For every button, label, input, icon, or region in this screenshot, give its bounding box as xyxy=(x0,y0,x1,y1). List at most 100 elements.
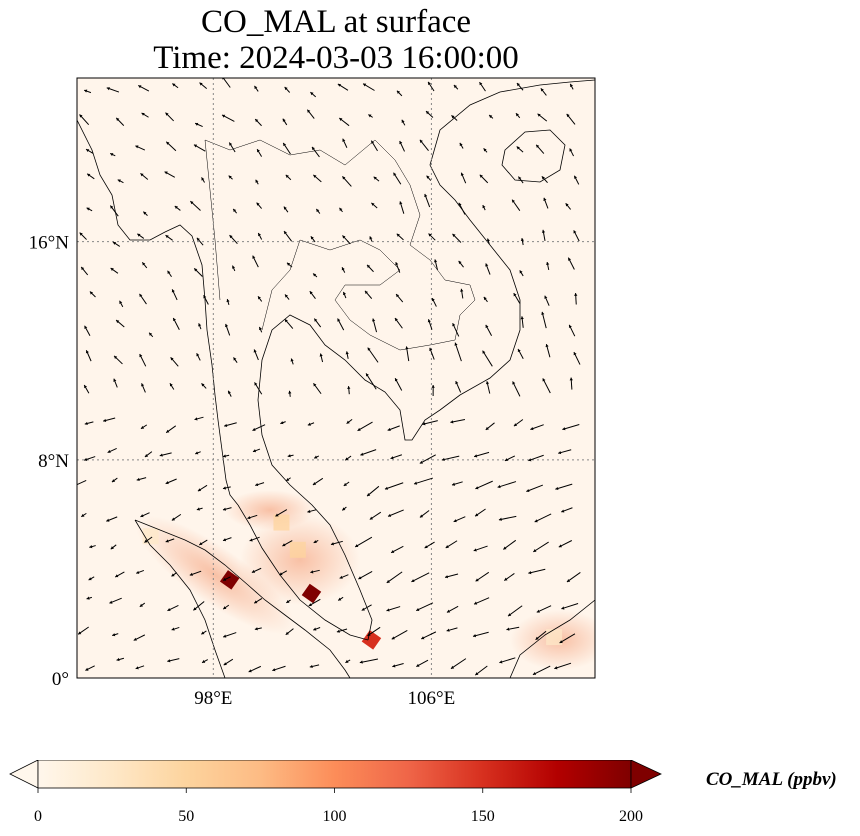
wind-arrow xyxy=(89,291,96,298)
wind-arrow xyxy=(193,268,203,277)
co-concentration-field xyxy=(135,490,595,670)
wind-arrow xyxy=(190,200,201,211)
wind-arrow xyxy=(222,537,232,542)
wind-arrow xyxy=(313,318,322,328)
wind-arrow xyxy=(444,573,459,579)
wind-arrow xyxy=(537,113,548,122)
wind-arrow xyxy=(136,569,145,574)
wind-arrow xyxy=(370,140,378,152)
wind-arrow xyxy=(232,265,236,272)
wind-arrow xyxy=(458,260,464,268)
wind-arrow xyxy=(133,634,146,641)
wind-arrow xyxy=(526,484,544,493)
wind-arrow xyxy=(429,347,435,360)
wind-arrow xyxy=(310,236,316,243)
wind-arrow xyxy=(222,454,230,458)
wind-arrow xyxy=(139,602,146,608)
wind-arrow xyxy=(336,628,348,633)
wind-arrow xyxy=(558,540,573,548)
wind-arrow xyxy=(112,241,121,247)
wind-arrow xyxy=(279,570,288,576)
wind-arrow xyxy=(362,83,375,91)
wind-arrow xyxy=(222,507,232,511)
wind-arrow xyxy=(282,540,293,547)
wind-arrow xyxy=(85,350,92,362)
wind-arrow xyxy=(253,349,259,361)
wind-arrow xyxy=(290,358,294,365)
wind-arrow xyxy=(419,454,436,464)
wind-arrow xyxy=(342,138,348,148)
wind-arrow xyxy=(196,353,201,361)
wind-arrow xyxy=(86,596,93,600)
wind-arrow xyxy=(254,85,259,92)
wind-arrow xyxy=(309,290,316,299)
wind-arrow xyxy=(106,87,120,93)
wind-arrow xyxy=(201,659,209,664)
wind-arrow xyxy=(453,516,466,523)
wind-arrow xyxy=(452,322,460,337)
hotspot xyxy=(219,570,240,590)
wind-arrow xyxy=(371,202,378,209)
wind-arrow xyxy=(172,317,180,331)
wind-arrow xyxy=(165,234,173,241)
wind-arrow xyxy=(573,175,580,185)
wind-arrow xyxy=(573,351,581,365)
wind-arrow xyxy=(441,455,460,462)
wind-arrow xyxy=(390,545,404,554)
wind-arrow xyxy=(458,202,466,215)
wind-arrow xyxy=(541,311,547,329)
wind-arrow xyxy=(558,449,572,455)
wind-arrow xyxy=(106,516,118,522)
map-title-line-2: Time: 2024-03-03 16:00:00 xyxy=(153,40,519,76)
wind-arrow xyxy=(247,514,258,520)
wind-arrow xyxy=(221,114,235,122)
wind-arrow xyxy=(232,208,238,214)
wind-arrow xyxy=(519,270,524,277)
wind-arrow xyxy=(330,540,343,546)
wind-arrow xyxy=(518,176,524,184)
wind-arrow xyxy=(313,540,319,544)
wind-arrow xyxy=(540,88,547,96)
wind-arrow xyxy=(516,146,524,153)
wind-arrow xyxy=(396,233,404,241)
wind-arrow xyxy=(193,144,206,152)
wind-arrow xyxy=(139,293,147,305)
wind-arrow xyxy=(419,139,429,152)
wind-arrow xyxy=(367,626,381,637)
wind-arrow xyxy=(339,574,349,579)
wind-arrow xyxy=(387,425,400,431)
wind-arrow xyxy=(285,477,291,482)
wind-arrow xyxy=(566,113,576,125)
wind-arrow xyxy=(399,140,405,152)
wind-arrow xyxy=(386,571,403,584)
wind-arrow xyxy=(554,662,572,670)
wind-arrow xyxy=(431,384,435,397)
wind-arrow xyxy=(196,237,204,246)
wind-arrow xyxy=(203,295,209,305)
wind-arrow xyxy=(229,234,238,245)
wind-arrow xyxy=(288,390,292,397)
wind-arrow xyxy=(222,576,231,581)
wind-arrow xyxy=(283,230,293,242)
wind-arrow xyxy=(171,626,180,631)
wind-arrow xyxy=(201,177,205,183)
wind-arrow xyxy=(77,479,87,486)
hotspot xyxy=(361,630,382,650)
gridlines xyxy=(77,78,595,678)
wind-arrow xyxy=(343,481,350,487)
wind-arrow xyxy=(452,233,462,243)
wind-arrow xyxy=(116,657,125,662)
wind-arrow xyxy=(345,351,349,359)
wind-arrow xyxy=(475,571,490,582)
wind-arrow xyxy=(315,208,321,214)
wind-arrow xyxy=(559,633,576,644)
wind-arrow xyxy=(520,237,525,246)
wind-arrow xyxy=(169,383,175,390)
wind-arrow xyxy=(86,173,95,180)
wind-arrow xyxy=(488,114,494,119)
wind-arrow xyxy=(386,606,401,612)
wind-arrow xyxy=(451,481,463,486)
wind-arrow xyxy=(561,507,573,513)
wind-arrow xyxy=(257,232,263,240)
wind-arrow xyxy=(512,381,521,397)
